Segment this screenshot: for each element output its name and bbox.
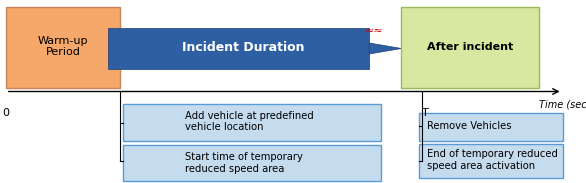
FancyBboxPatch shape [419,113,563,141]
Text: ≈≈: ≈≈ [364,26,383,36]
Text: Warm-up
Period: Warm-up Period [38,36,88,57]
Text: 0: 0 [2,109,9,118]
FancyBboxPatch shape [419,144,563,178]
FancyBboxPatch shape [123,104,381,141]
FancyBboxPatch shape [401,7,539,88]
Text: Start time of temporary
reduced speed area: Start time of temporary reduced speed ar… [185,152,302,174]
Text: Incident Duration: Incident Duration [182,41,305,54]
Polygon shape [108,28,369,69]
Text: Remove Vehicles: Remove Vehicles [427,121,511,131]
Polygon shape [369,43,401,54]
FancyBboxPatch shape [123,145,381,181]
Text: Time (sec): Time (sec) [539,99,586,109]
Text: T: T [422,109,429,118]
Text: End of temporary reduced
speed area activation: End of temporary reduced speed area acti… [427,149,557,171]
FancyBboxPatch shape [6,7,120,88]
Text: After incident: After incident [427,42,514,52]
Text: Add vehicle at predefined
vehicle location: Add vehicle at predefined vehicle locati… [185,111,314,132]
